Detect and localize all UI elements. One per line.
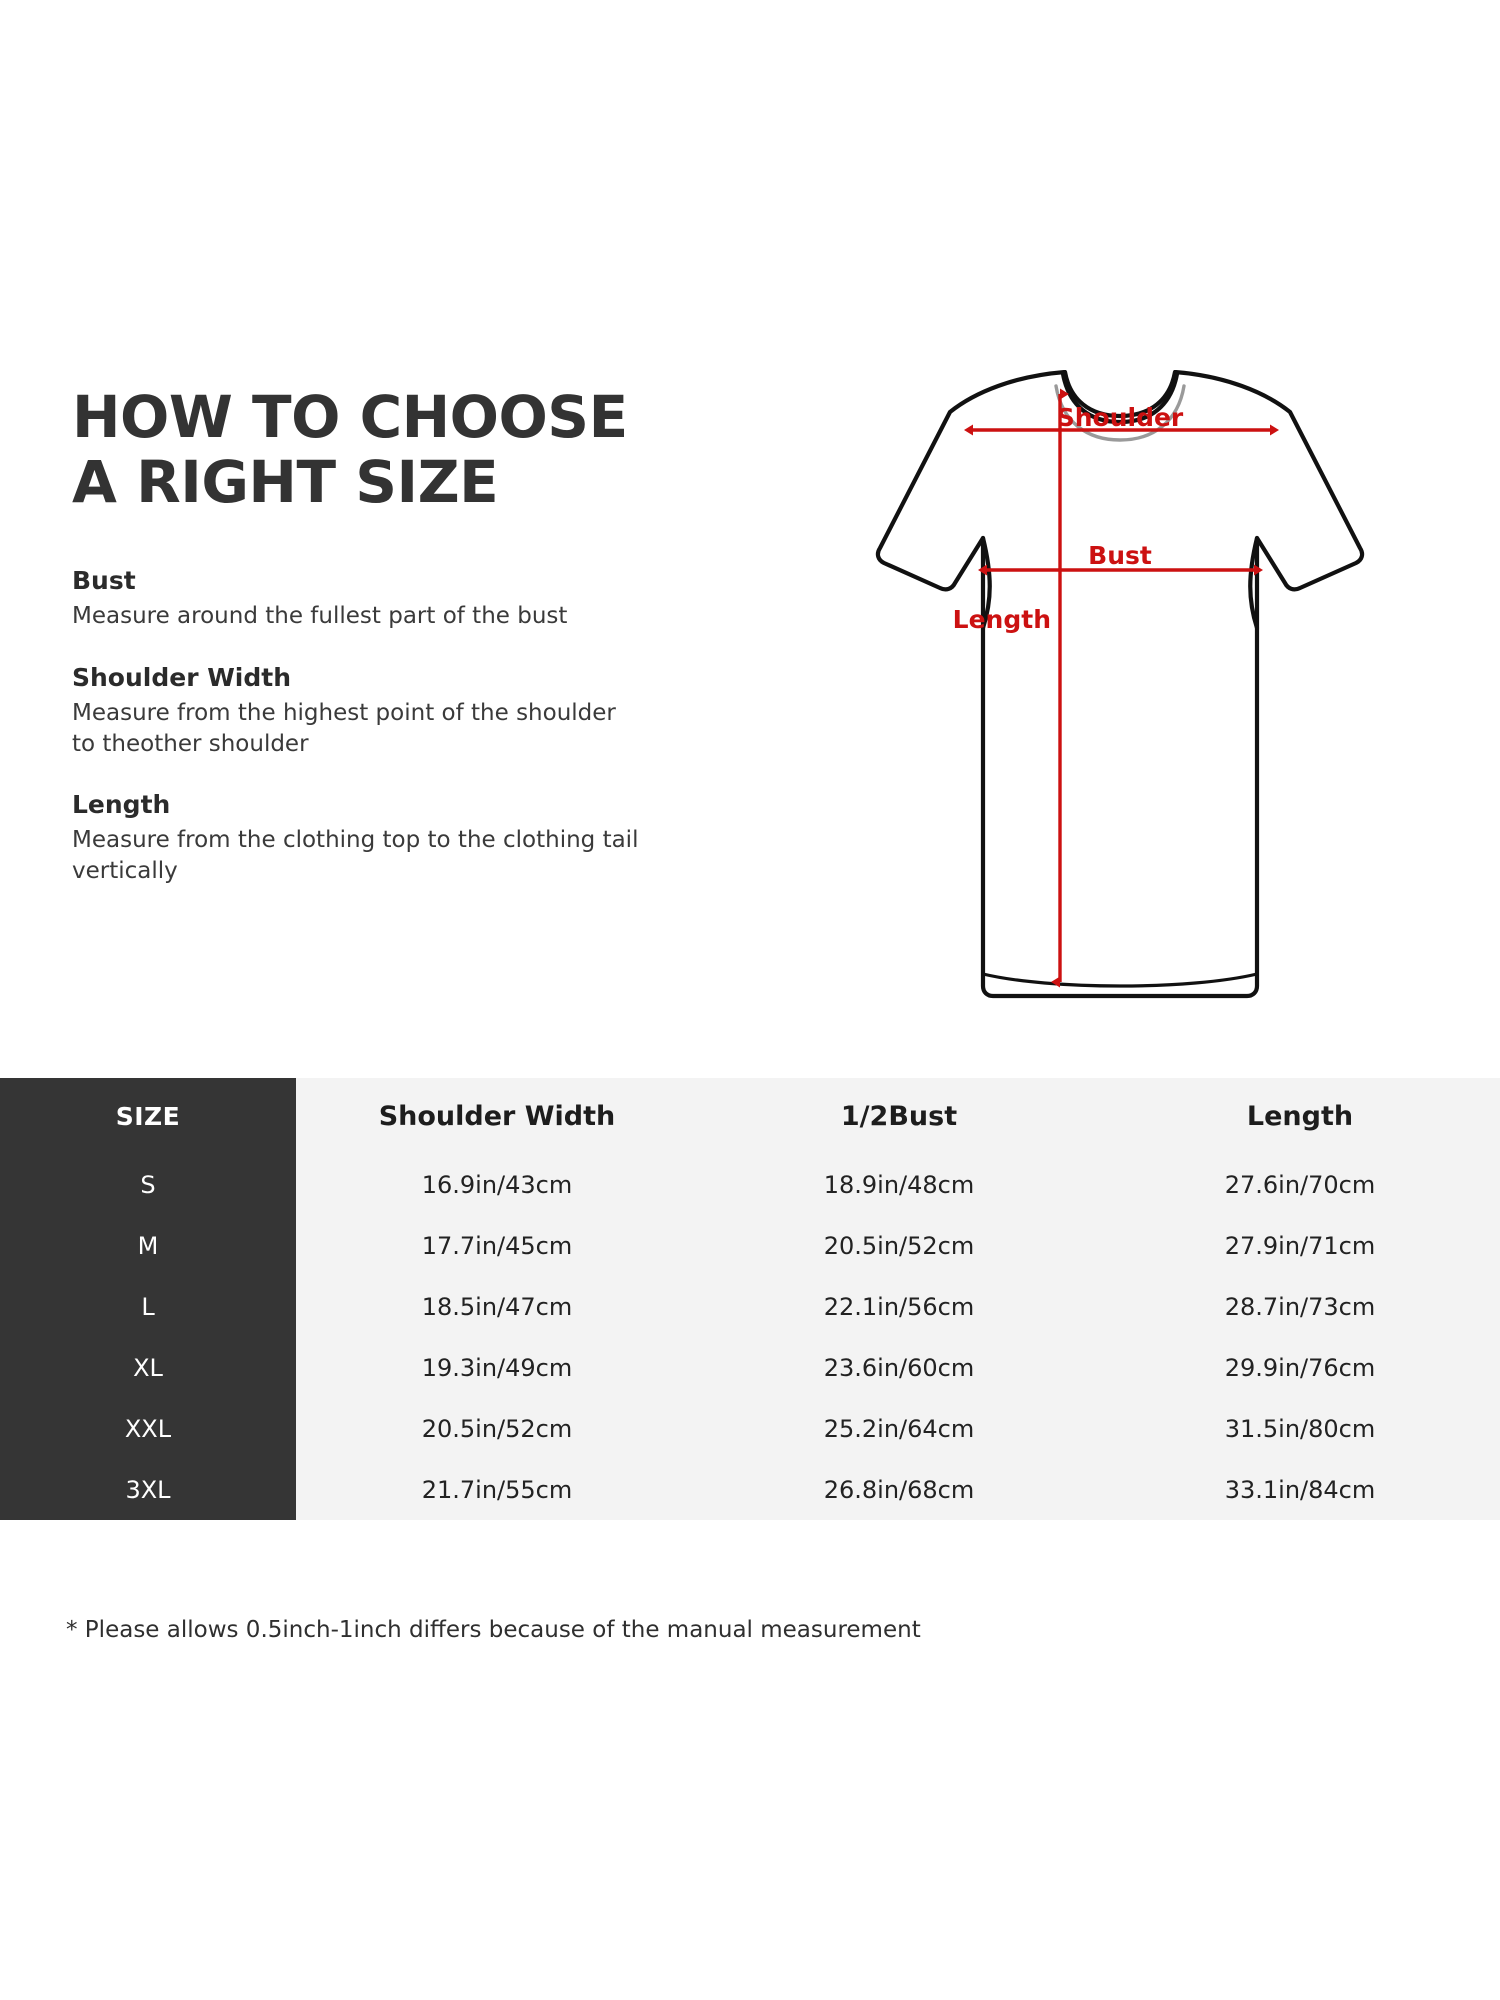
cell-size: M xyxy=(0,1215,296,1276)
shoulder-measure-label: Shoulder xyxy=(1057,403,1184,432)
cell-length: 27.9in/71cm xyxy=(1100,1215,1500,1276)
definition-term-bust: Bust xyxy=(72,565,136,595)
definition-term-shoulder-width: Shoulder Width xyxy=(72,662,292,692)
cell-size: XXL xyxy=(0,1398,296,1459)
page-title: HOW TO CHOOSE A RIGHT SIZE xyxy=(72,383,628,516)
cell-shoulder-width: 20.5in/52cm xyxy=(296,1398,698,1459)
table-header-row: SIZE Shoulder Width 1/2Bust Length xyxy=(0,1078,1500,1154)
size-table-header: SIZE Shoulder Width 1/2Bust Length xyxy=(0,1078,1500,1154)
measurement-info-column: HOW TO CHOOSE A RIGHT SIZE Bust Measure … xyxy=(72,385,692,916)
tshirt-diagram: Shoulder Bust Length xyxy=(760,370,1400,1030)
cell-size: 3XL xyxy=(0,1459,296,1520)
table-row: S 16.9in/43cm 18.9in/48cm 27.6in/70cm xyxy=(0,1154,1500,1215)
definition-list: Bust Measure around the fullest part of … xyxy=(72,565,692,886)
size-table: SIZE Shoulder Width 1/2Bust Length S 16.… xyxy=(0,1078,1500,1520)
cell-length: 29.9in/76cm xyxy=(1100,1337,1500,1398)
top-section: HOW TO CHOOSE A RIGHT SIZE Bust Measure … xyxy=(72,370,1400,1030)
cell-half-bust: 18.9in/48cm xyxy=(698,1154,1100,1215)
column-header-size: SIZE xyxy=(0,1078,296,1154)
cell-shoulder-width: 18.5in/47cm xyxy=(296,1276,698,1337)
table-row: L 18.5in/47cm 22.1in/56cm 28.7in/73cm xyxy=(0,1276,1500,1337)
cell-shoulder-width: 16.9in/43cm xyxy=(296,1154,698,1215)
table-row: XL 19.3in/49cm 23.6in/60cm 29.9in/76cm xyxy=(0,1337,1500,1398)
definition-description-length: Measure from the clothing top to the clo… xyxy=(72,827,639,884)
tshirt-outline xyxy=(875,370,1365,999)
column-header-half-bust: 1/2Bust xyxy=(698,1078,1100,1154)
bust-measure-label: Bust xyxy=(1088,541,1152,570)
cell-size: L xyxy=(0,1276,296,1337)
cell-length: 33.1in/84cm xyxy=(1100,1459,1500,1520)
definition-description-bust: Measure around the fullest part of the b… xyxy=(72,603,568,630)
definition-description-shoulder-width: Measure from the highest point of the sh… xyxy=(72,700,616,757)
definition-shoulder-width: Shoulder Width Measure from the highest … xyxy=(72,662,692,759)
column-header-length: Length xyxy=(1100,1078,1500,1154)
definition-bust: Bust Measure around the fullest part of … xyxy=(72,565,692,632)
size-table-body: S 16.9in/43cm 18.9in/48cm 27.6in/70cm M … xyxy=(0,1154,1500,1520)
tshirt-diagram-svg: Shoulder Bust Length xyxy=(875,370,1365,999)
table-row: 3XL 21.7in/55cm 26.8in/68cm 33.1in/84cm xyxy=(0,1459,1500,1520)
cell-length: 27.6in/70cm xyxy=(1100,1154,1500,1215)
cell-shoulder-width: 21.7in/55cm xyxy=(296,1459,698,1520)
cell-half-bust: 20.5in/52cm xyxy=(698,1215,1100,1276)
definition-term-length: Length xyxy=(72,789,171,819)
cell-half-bust: 23.6in/60cm xyxy=(698,1337,1100,1398)
table-row: M 17.7in/45cm 20.5in/52cm 27.9in/71cm xyxy=(0,1215,1500,1276)
cell-length: 31.5in/80cm xyxy=(1100,1398,1500,1459)
cell-length: 28.7in/73cm xyxy=(1100,1276,1500,1337)
cell-size: S xyxy=(0,1154,296,1215)
cell-half-bust: 22.1in/56cm xyxy=(698,1276,1100,1337)
column-header-shoulder-width: Shoulder Width xyxy=(296,1078,698,1154)
measurement-disclaimer: * Please allows 0.5inch-1inch differs be… xyxy=(66,1617,921,1643)
cell-shoulder-width: 19.3in/49cm xyxy=(296,1337,698,1398)
cell-half-bust: 25.2in/64cm xyxy=(698,1398,1100,1459)
length-measure-label: Length xyxy=(953,605,1051,634)
definition-length: Length Measure from the clothing top to … xyxy=(72,789,692,886)
cell-half-bust: 26.8in/68cm xyxy=(698,1459,1100,1520)
tshirt-hem xyxy=(982,972,1258,988)
cell-shoulder-width: 17.7in/45cm xyxy=(296,1215,698,1276)
cell-size: XL xyxy=(0,1337,296,1398)
table-row: XXL 20.5in/52cm 25.2in/64cm 31.5in/80cm xyxy=(0,1398,1500,1459)
tshirt-sleeve-seams xyxy=(980,535,1260,631)
